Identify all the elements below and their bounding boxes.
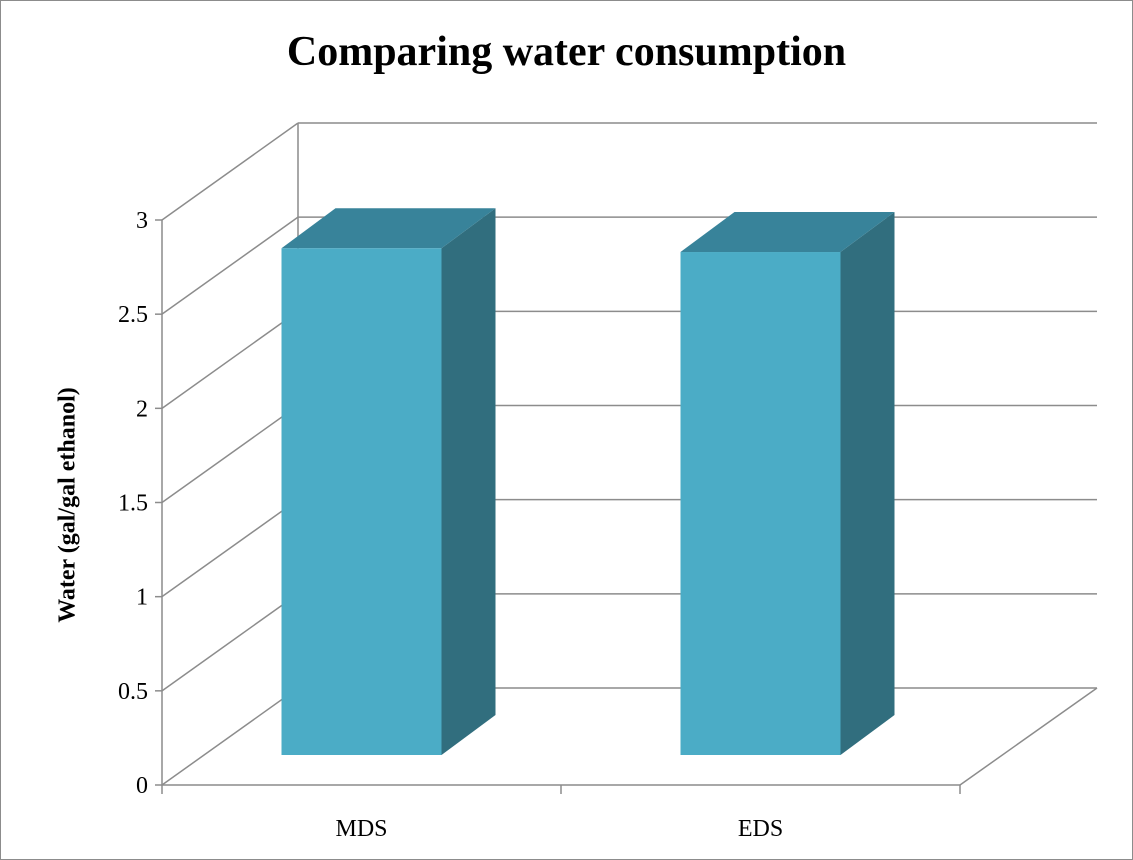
bar-top-eds [680, 212, 895, 253]
chart-title: Comparing water consumption [286, 29, 847, 75]
gridline-side-3 [161, 404, 299, 504]
gridline-side-2 [161, 499, 299, 598]
y-tick-label-3: 1.5 [118, 491, 148, 517]
bar-top-mds [281, 208, 496, 249]
bar-layer [281, 208, 895, 755]
gridline-side-6 [161, 122, 299, 221]
y-tick-label-6: 3 [136, 208, 148, 234]
axis-layer [155, 219, 961, 794]
x-tick-label-eds: EDS [738, 816, 783, 842]
x-tick-label-mds: MDS [335, 816, 387, 842]
gridline-side-0 [161, 687, 299, 786]
y-tick-label-0: 0 [136, 773, 148, 799]
label-layer: 0 0.5 1 1.5 2 2.5 3 MDS EDS [118, 208, 783, 842]
y-tick-label-2: 1 [136, 585, 148, 611]
y-tick-label-4: 2 [136, 396, 148, 422]
bar-eds [680, 252, 841, 755]
bar-mds [281, 248, 442, 755]
bar-side-eds [840, 212, 895, 755]
y-tick-label-5: 2.5 [118, 302, 148, 328]
bar-side-mds [441, 208, 496, 755]
gridline-side-1 [161, 593, 299, 692]
y-tick-label-1: 0.5 [118, 679, 148, 705]
floor-right-edge [959, 687, 1098, 786]
gridline-side-4 [161, 310, 299, 409]
gridline-side-5 [161, 216, 299, 315]
